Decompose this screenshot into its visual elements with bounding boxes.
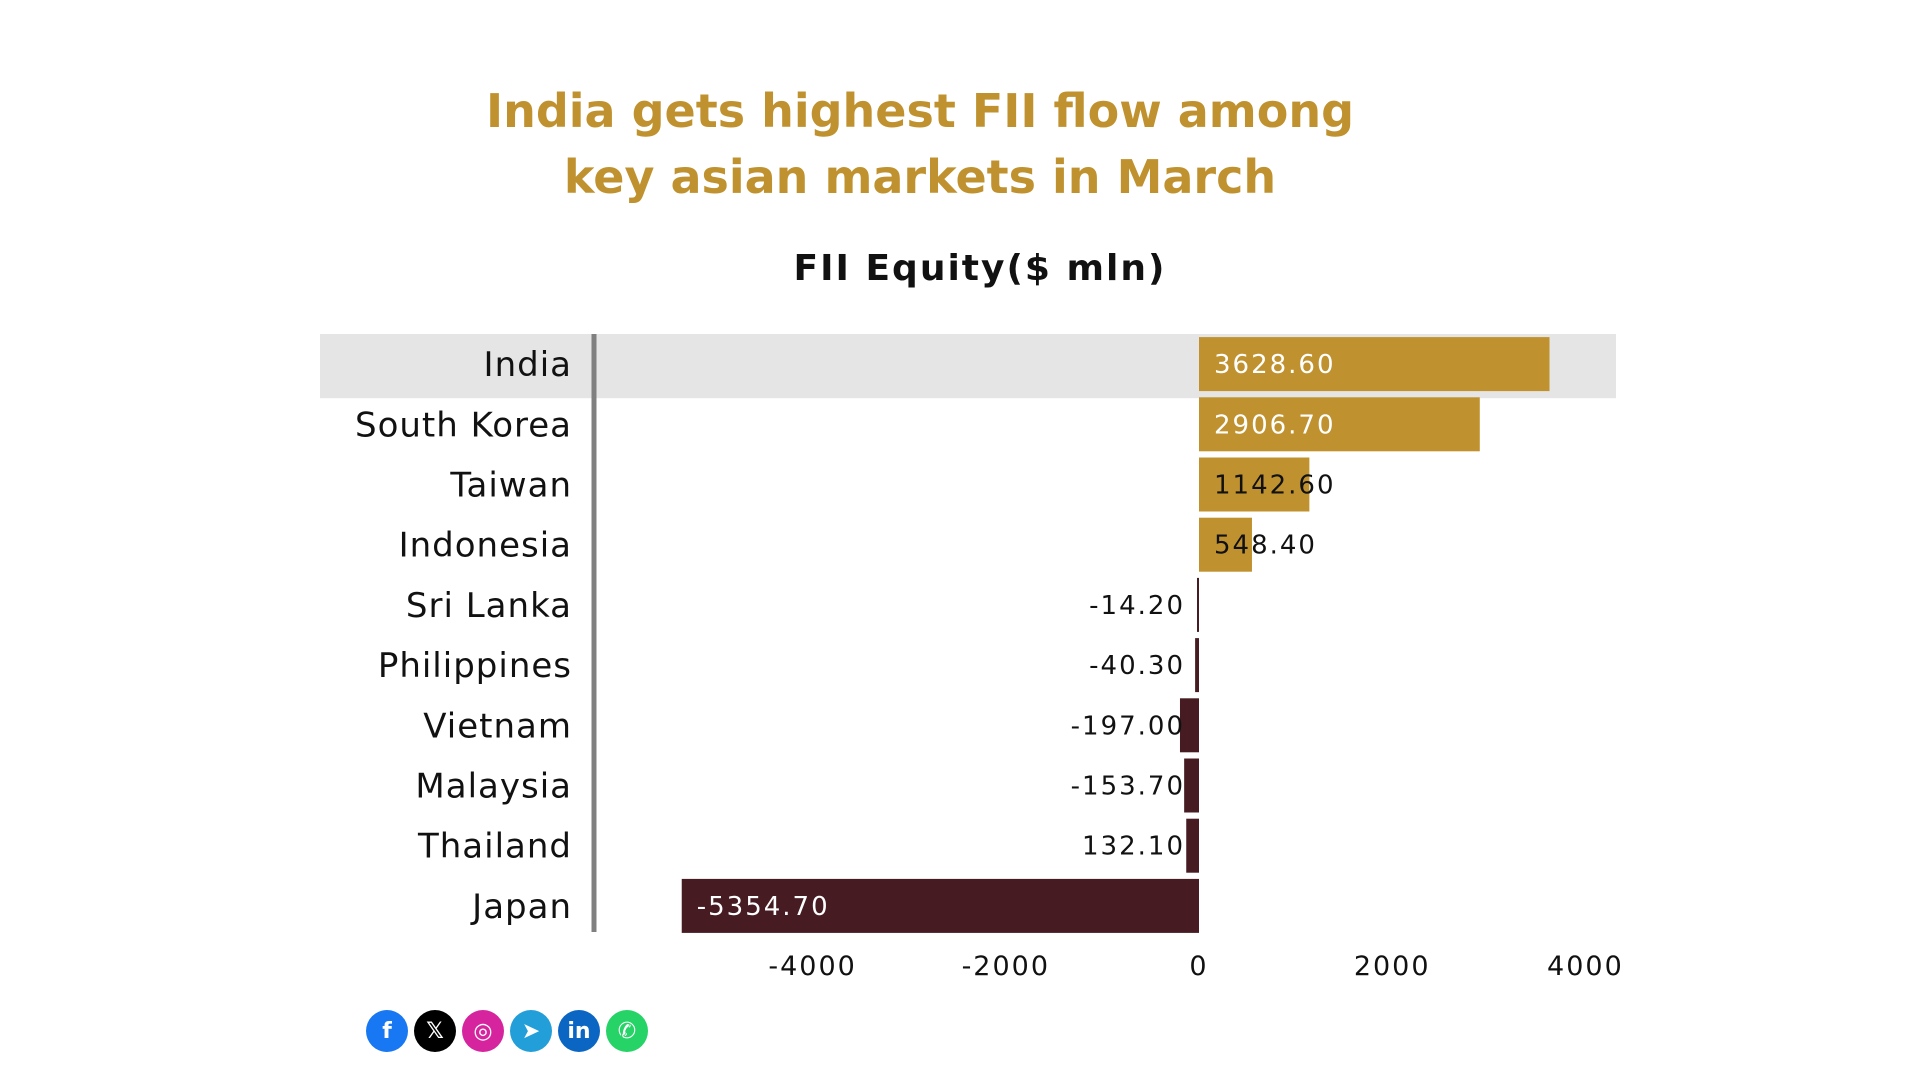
- value-label-malaysia: -153.70: [1071, 772, 1185, 802]
- x-icon[interactable]: 𝕏: [414, 1010, 456, 1052]
- bars-layer: [681, 337, 1550, 933]
- x-tick-label--2000: -2000: [962, 951, 1050, 982]
- instagram-icon[interactable]: ◎: [462, 1010, 504, 1052]
- facebook-icon[interactable]: f: [366, 1010, 408, 1052]
- social-share-bar: f 𝕏 ◎ ➤ in ✆: [366, 1010, 648, 1052]
- bar-taiwan[interactable]: [1199, 457, 1310, 512]
- value-label-india: 3628.60: [1214, 350, 1336, 380]
- title-line-2: key asian markets in March: [563, 150, 1277, 204]
- category-label-south-korea: South Korea: [355, 405, 572, 445]
- category-label-taiwan: Taiwan: [449, 466, 572, 506]
- category-labels-layer: India South Korea Taiwan Indonesia Sri Lanka…: [355, 345, 572, 927]
- bar-sri-lanka[interactable]: [1197, 577, 1199, 632]
- bar-philippines[interactable]: [1195, 638, 1199, 693]
- bar-malaysia[interactable]: [1184, 758, 1199, 813]
- x-tick-label-2000: 2000: [1354, 951, 1431, 982]
- category-label-malaysia: Malaysia: [415, 767, 572, 807]
- value-labels-layer: 3628.60 2906.70 1142.60 548.40 -14.20 -40.30 -…: [697, 350, 1336, 922]
- value-label-taiwan: 1142.60: [1214, 471, 1336, 501]
- linkedin-icon[interactable]: in: [558, 1010, 600, 1052]
- chart-main-title: India gets highest FII flow among key as…: [420, 78, 1420, 210]
- value-label-japan: -5354.70: [697, 892, 830, 922]
- category-label-sri-lanka: Sri Lanka: [406, 586, 572, 626]
- x-tick-label--4000: -4000: [768, 951, 856, 982]
- bar-vietnam[interactable]: [1179, 698, 1199, 753]
- x-tick-label-0: 0: [1189, 951, 1208, 982]
- bar-south-korea[interactable]: [1199, 397, 1480, 452]
- value-label-philippines: -40.30: [1089, 651, 1185, 681]
- bar-thailand[interactable]: [1186, 818, 1199, 873]
- category-label-vietnam: Vietnam: [423, 706, 572, 746]
- category-label-india: India: [484, 345, 572, 385]
- category-label-thailand: Thailand: [417, 827, 572, 867]
- bar-japan[interactable]: [681, 878, 1199, 933]
- bar-india[interactable]: [1199, 337, 1550, 392]
- bar-indonesia[interactable]: [1199, 517, 1252, 572]
- category-label-philippines: Philippines: [378, 646, 572, 686]
- whatsapp-icon[interactable]: ✆: [606, 1010, 648, 1052]
- x-tick-label-4000: 4000: [1547, 951, 1624, 982]
- value-label-sri-lanka: -14.20: [1089, 591, 1185, 621]
- value-label-indonesia: 548.40: [1214, 531, 1317, 561]
- x-axis-ticks-layer: -4000 -2000 0 2000 4000: [768, 951, 1624, 982]
- category-label-indonesia: Indonesia: [399, 526, 572, 566]
- value-label-south-korea: 2906.70: [1214, 410, 1336, 440]
- telegram-icon[interactable]: ➤: [510, 1010, 552, 1052]
- category-label-japan: Japan: [470, 887, 572, 927]
- value-label-vietnam: -197.00: [1071, 711, 1185, 741]
- title-line-1: India gets highest FII flow among: [485, 84, 1355, 138]
- value-label-thailand: 132.10: [1082, 832, 1185, 862]
- chart-subtitle: FII Equity($ mln): [793, 248, 1167, 289]
